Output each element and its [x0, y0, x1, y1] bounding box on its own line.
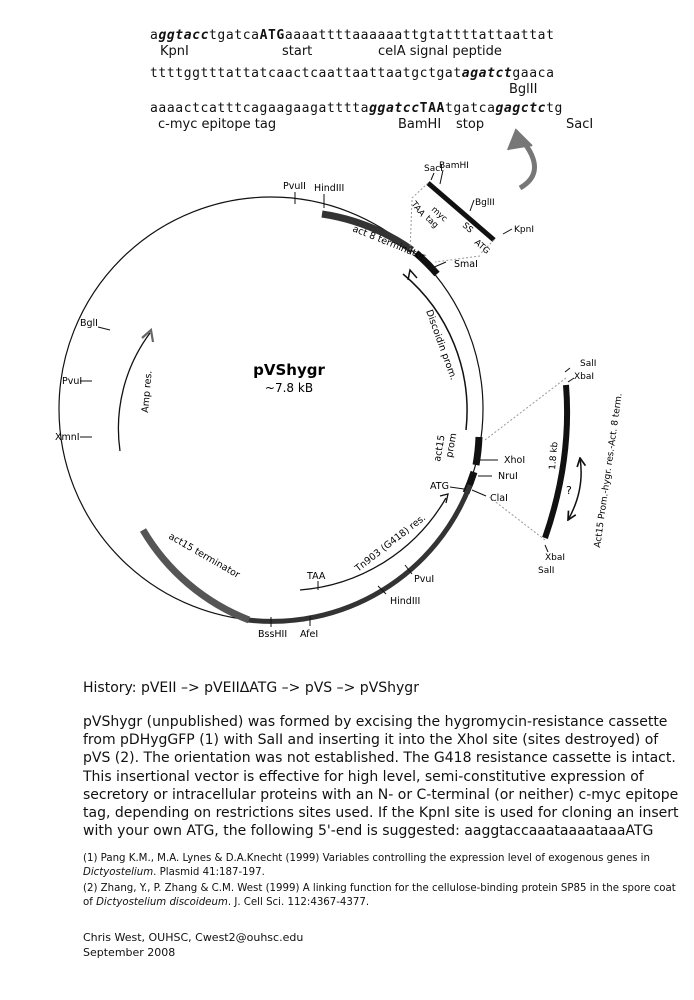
bamhi-sequence: ggatcc [369, 101, 420, 116]
stop-label: stop [456, 117, 485, 132]
stop-codon: TAA [419, 101, 445, 116]
plasmid-name: pVShygr [253, 361, 325, 379]
site-xhoi: XhoI [504, 455, 525, 466]
signal-peptide-label: celA signal peptide [378, 44, 502, 59]
insert-site-sali-bottom: SalI [538, 566, 554, 576]
right-insert: SalI XbaI XbaI SalI 1.8 kb ? Act15 Prom.… [484, 359, 625, 576]
insert-site-sali-top: SalI [580, 359, 596, 369]
site-bsshii: BssHII [258, 629, 287, 640]
site-bgli: BglI [80, 318, 98, 329]
reference-2: (2) Zhang, Y., P. Zhang & C.M. West (199… [83, 882, 683, 910]
history-line: History: pVEII –> pVEIIΔATG –> pVS –> pV… [83, 680, 419, 696]
ref1-text-end: . Plasmid 41:187-197. [153, 867, 265, 878]
site-afei: AfeI [300, 629, 318, 640]
plasmid-size: ~7.8 kB [265, 381, 313, 395]
insert-site-xbai-bottom: XbaI [545, 553, 565, 563]
site-hindiii-bottom: HindIII [390, 596, 420, 607]
site-pvui-bottom: PvuI [414, 574, 434, 585]
ref1-text: (1) Pang K.M., M.A. Lynes & D.A.Knecht (… [83, 853, 650, 864]
discoidin-prom-arrow [402, 273, 468, 431]
curved-arrowhead-icon [507, 128, 533, 151]
seq-2a: ttttggtttattatcaactcaattaattaatgctgat [150, 66, 462, 81]
act15-terminator-segment [139, 528, 251, 624]
ref2-text-end: . J. Cell Sci. 112:4367-4377. [227, 897, 370, 908]
insert-atg: ATG [472, 238, 491, 257]
ref2-text: (2) Zhang, Y., P. Zhang & C.M. West (199… [83, 883, 676, 908]
amp-res-arrow [117, 332, 151, 452]
amp-arrowhead [141, 327, 155, 343]
site-taa: TAA [306, 571, 326, 582]
act15-prom-segment [472, 436, 483, 466]
seq-1b: tgatca [209, 28, 260, 43]
cassette-label: Act15 Prom.-hygr. res.-Act. 8 term. [593, 393, 625, 549]
sequence-line-1: aggtacctgatcaATGaaaattttaaaaaattgtatttta… [150, 28, 555, 43]
bamhi-seq-label: BamHI [398, 117, 442, 132]
ref2-italic: Dictyostelium discoideum [96, 897, 228, 908]
cmyc-label: c-myc epitope tag [158, 117, 277, 132]
act8-terminator-label: act 8 terminator [351, 224, 427, 263]
act15-prom-label-1: act15 [432, 434, 447, 462]
insert-site-saci: SacI [424, 164, 443, 174]
seq-3a: aaaactcatttcagaagaagatttta [150, 101, 370, 116]
act15-prom-label-2: prom [444, 432, 459, 458]
seq-2b: gaaca [512, 66, 555, 81]
seq-1a: a [150, 28, 159, 43]
description-paragraph: pVShygr (unpublished) was formed by exci… [83, 714, 679, 840]
insert-site-kpni: KpnI [514, 225, 534, 235]
bglii-label: BglII [509, 82, 538, 97]
bglii-sequence: agatct [461, 66, 513, 81]
insert-site-xbai-top: XbaI [574, 372, 594, 382]
site-nrui: NruI [498, 471, 518, 482]
saci-seq-label: SacI [566, 117, 594, 132]
ref1-italic: Dictyostelium [83, 867, 154, 878]
tn903-arrowhead [439, 493, 449, 504]
tn903-arrow [299, 497, 447, 591]
sequence-line-2: ttttggtttattatcaactcaattaattaatgctgataga… [150, 66, 555, 81]
author-block: Chris West, OUHSC, Cwest2@ouhsc.edu Sept… [83, 930, 303, 960]
act8-terminator-segment [321, 210, 415, 253]
amp-res-label: Amp res. [140, 370, 155, 413]
saci-sequence: gagctc [495, 101, 547, 116]
kpni-label: KpnI [160, 44, 189, 59]
start-codon: ATG [259, 28, 285, 43]
site-clai: ClaI [490, 493, 508, 504]
sequence-line-3: aaaactcatttcagaagaagattttaggatccTAAtgatc… [150, 101, 563, 116]
site-atg: ATG [430, 481, 449, 492]
site-pvui-left: PvuI [62, 376, 82, 387]
smai-region-segment [413, 250, 440, 277]
orientation-double-arrow [568, 458, 581, 520]
author-line: Chris West, OUHSC, Cwest2@ouhsc.edu [83, 931, 304, 944]
insert-size-label: 1.8 kb [548, 441, 560, 470]
seq-3c: tg [546, 101, 563, 116]
start-label: start [282, 44, 313, 59]
insert-site-bamhi: BamHI [439, 161, 469, 171]
discoidin-arrowhead [407, 268, 418, 281]
kpni-sequence: ggtacc [158, 28, 209, 43]
top-insert: SacI BamHI BglII KpnI TAA myc tag SS ATG [408, 161, 534, 263]
reference-1: (1) Pang K.M., M.A. Lynes & D.A.Knecht (… [83, 852, 683, 880]
site-hindiii-top: HindIII [314, 183, 344, 194]
tn903-segment [247, 484, 473, 624]
date-line: September 2008 [83, 946, 176, 959]
plasmid-map: pVShygr ~7.8 kB act 8 terminator Discoid… [55, 128, 625, 640]
site-pvuii: PvuII [283, 181, 306, 192]
seq-3b: tgatca [444, 101, 496, 116]
insert-site-bglii: BglII [475, 198, 495, 208]
orientation-unknown: ? [566, 484, 572, 497]
seq-1c: aaaattttaaaaaattgtattttattaattat [284, 28, 555, 43]
insert-taa: TAA [408, 199, 427, 219]
site-smai: SmaI [454, 259, 478, 270]
site-xmni: XmnI [55, 432, 80, 443]
